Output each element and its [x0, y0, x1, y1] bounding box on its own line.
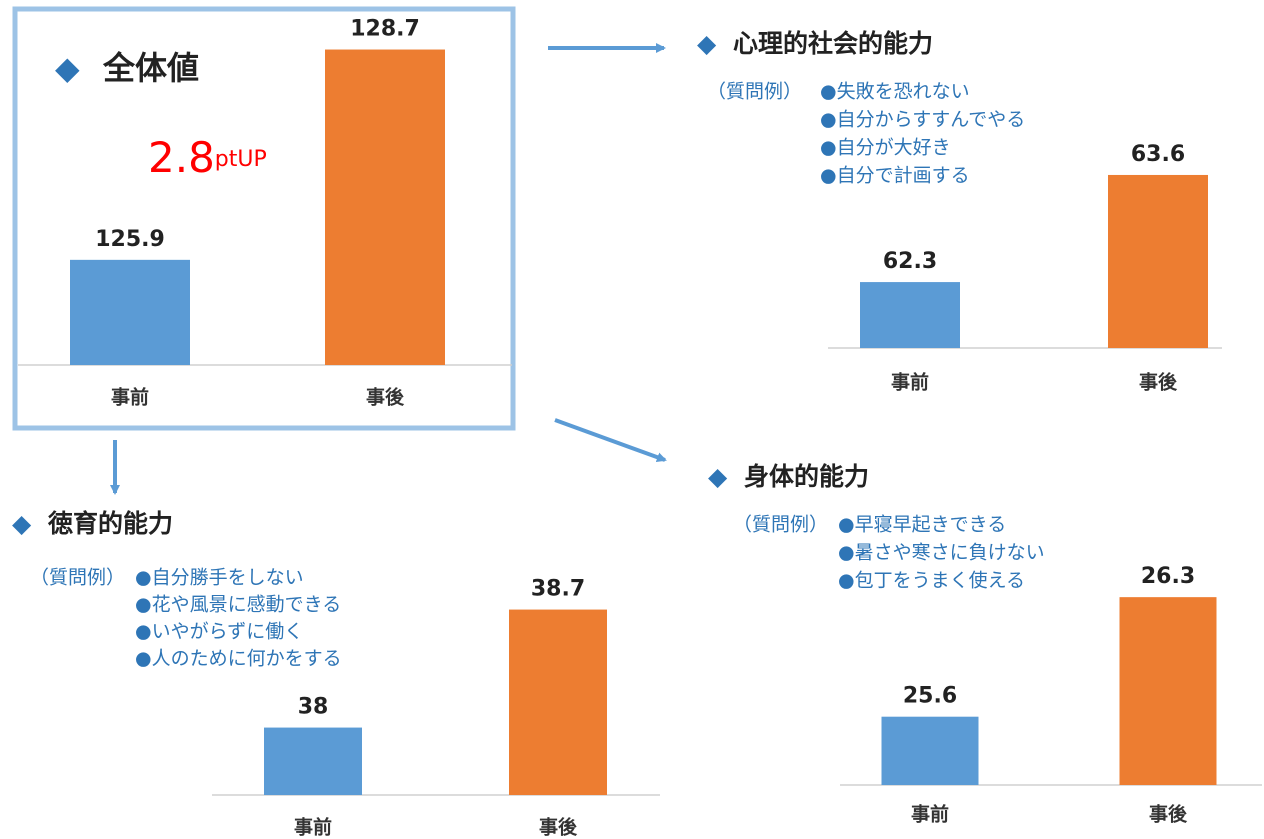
- x-tick-label: 事後: [1139, 371, 1178, 394]
- value-label: 125.9: [95, 227, 165, 252]
- arrow: [554, 418, 667, 462]
- bar: [1108, 174, 1208, 348]
- question: ●包丁をうまく使える: [838, 570, 1025, 592]
- value-label: 26.3: [1141, 564, 1195, 589]
- x-tick-label: 事後: [1149, 803, 1188, 826]
- bar: [264, 727, 362, 795]
- x-tick-label: 事前: [891, 371, 929, 394]
- diamond: ◆: [55, 49, 80, 87]
- value-label: 128.7: [350, 17, 420, 42]
- chart-title: 心理的社会的能力: [733, 29, 933, 58]
- question: ●人のために何かをする: [135, 648, 342, 670]
- x-tick-label: 事後: [366, 386, 405, 409]
- chart-title: 全体値: [102, 49, 199, 87]
- x-tick-label: 事前: [294, 816, 332, 839]
- question: ●自分が大好き: [820, 137, 951, 159]
- x-tick-label: 事前: [111, 386, 149, 409]
- bar: [325, 49, 445, 366]
- question: ●自分からすすんでやる: [820, 109, 1025, 131]
- x-tick-label: 事後: [539, 816, 578, 839]
- questions-label: （質問例）: [30, 567, 125, 589]
- questions-label: （質問例）: [707, 81, 802, 103]
- chart-title: 身体的能力: [744, 462, 869, 491]
- value-label: 62.3: [883, 249, 937, 274]
- bar: [1119, 597, 1217, 785]
- question: ●自分勝手をしない: [135, 567, 304, 589]
- bar: [860, 282, 960, 348]
- bar: [881, 716, 979, 785]
- annotation: 2.8ptUP: [148, 133, 267, 182]
- value-label: 38.7: [531, 577, 585, 602]
- value-label: 25.6: [903, 684, 957, 709]
- chart-title: 徳育的能力: [47, 509, 173, 538]
- diamond: ◆: [697, 29, 717, 58]
- questions-label: （質問例）: [733, 514, 828, 536]
- question: ●暑さや寒さに負けない: [838, 542, 1045, 564]
- diamond: ◆: [12, 509, 32, 538]
- x-tick-label: 事前: [911, 803, 949, 826]
- question: ●自分で計画する: [820, 165, 970, 187]
- bar: [70, 259, 190, 365]
- question: ●失敗を恐れない: [820, 81, 970, 103]
- diamond: ◆: [708, 462, 728, 491]
- question: ●花や風景に感動できる: [135, 594, 341, 616]
- value-label: 63.6: [1131, 142, 1185, 167]
- highlight-frame: [12, 6, 516, 431]
- value-label: 38: [298, 695, 329, 720]
- question: ●早寝早起きできる: [838, 514, 1006, 536]
- bar: [509, 609, 607, 795]
- question: ●いやがらずに働く: [135, 621, 303, 643]
